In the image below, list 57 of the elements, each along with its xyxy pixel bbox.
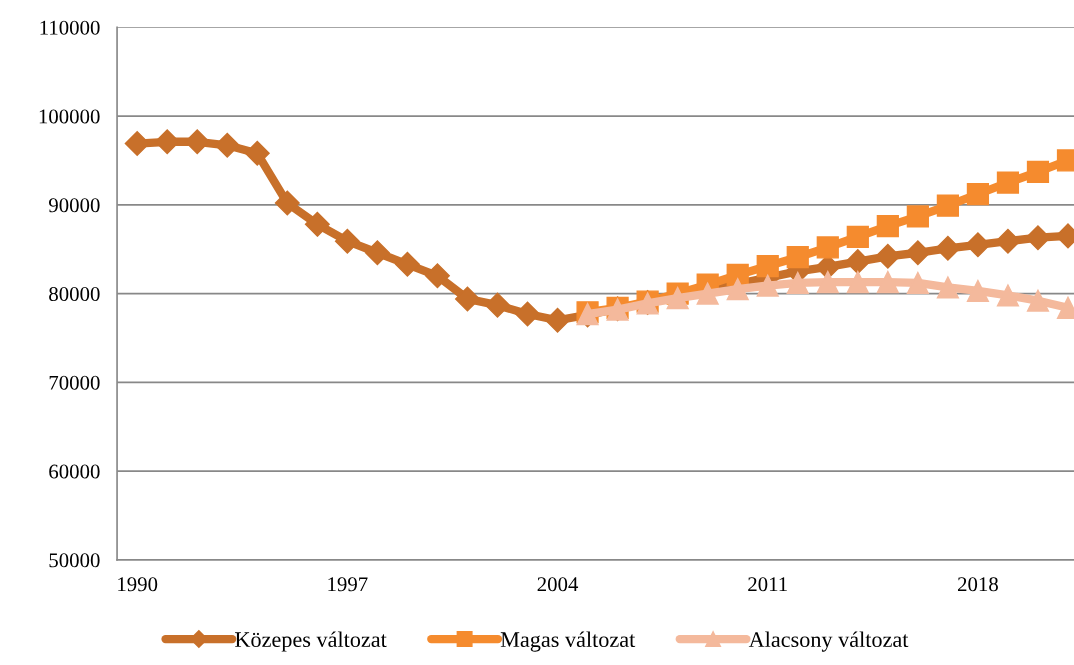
point [905, 240, 931, 266]
point [786, 246, 809, 269]
legend-label: Közepes változat [235, 631, 387, 652]
point [906, 271, 929, 295]
point [424, 263, 450, 289]
point [846, 270, 869, 294]
point [1026, 160, 1050, 184]
point [304, 211, 330, 237]
point [1025, 225, 1051, 251]
point [394, 251, 420, 277]
y-tick-label: 50000 [49, 553, 100, 568]
point [936, 276, 960, 299]
point [846, 225, 869, 248]
point [965, 232, 991, 258]
point [996, 171, 1020, 194]
y-tick-label: 80000 [49, 286, 100, 302]
point [995, 228, 1021, 254]
point [935, 235, 961, 261]
x-tick-label: 2018 [958, 577, 998, 592]
point [966, 279, 990, 303]
x-tick-label: 1997 [328, 577, 368, 592]
x-tick-label: 1990 [118, 577, 158, 592]
y-tick-label: 90000 [48, 198, 100, 213]
point [726, 278, 749, 301]
y-tick-label: 100000 [39, 109, 100, 124]
legend-label: Alacsony változat [748, 631, 909, 652]
point [756, 254, 779, 278]
point [364, 240, 390, 266]
point [936, 194, 960, 217]
point [696, 282, 719, 305]
point [816, 236, 839, 259]
point [515, 301, 541, 327]
point [816, 270, 839, 294]
y-tick-label: 70000 [49, 375, 100, 390]
point [876, 215, 899, 238]
y-tick-label: 110000 [40, 20, 100, 35]
point [966, 183, 990, 206]
x-tick-label: 2004 [537, 577, 579, 592]
x-tick-label: 2011 [748, 577, 787, 592]
point [485, 292, 510, 318]
point [454, 286, 480, 312]
point [334, 228, 360, 254]
point [996, 284, 1020, 307]
y-tick-label: 60000 [49, 464, 100, 479]
point [274, 190, 300, 216]
point [906, 205, 929, 228]
point [876, 270, 899, 294]
point [786, 271, 809, 295]
point [244, 140, 270, 166]
legend-label: Magas változat [500, 631, 636, 652]
point [875, 243, 901, 269]
point [845, 249, 871, 275]
point [545, 307, 571, 333]
point [1026, 289, 1050, 312]
point [124, 131, 150, 157]
point [756, 274, 779, 297]
point [214, 132, 240, 158]
